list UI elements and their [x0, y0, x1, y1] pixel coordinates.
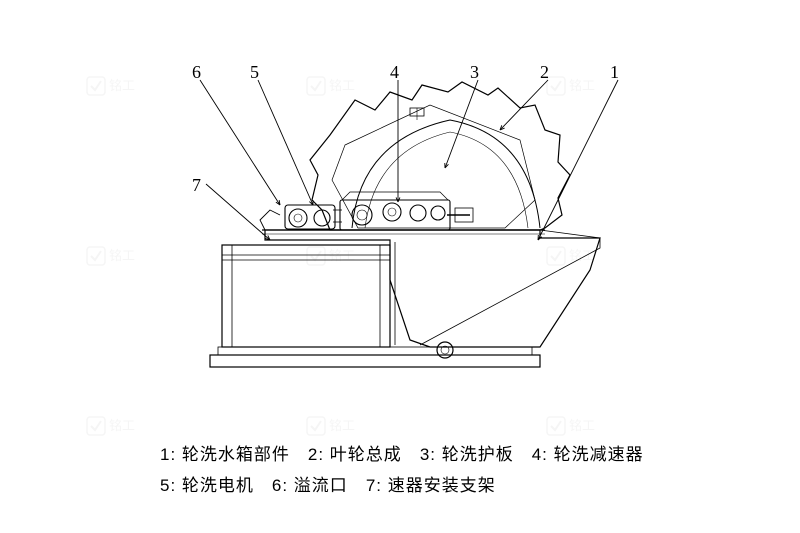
legend-item-5: 5: 轮洗电机 — [160, 471, 254, 502]
technical-diagram — [0, 0, 800, 400]
watermark: 铭工 — [85, 415, 135, 437]
callout-line-5 — [258, 80, 313, 205]
watermark: 铭工 — [545, 415, 595, 437]
legend-item-3: 3: 轮洗护板 — [420, 440, 514, 471]
legend-item-2: 2: 叶轮总成 — [308, 440, 402, 471]
legend-item-4: 4: 轮洗减速器 — [532, 440, 644, 471]
legend-item-6: 6: 溢流口 — [272, 471, 348, 502]
callout-line-1 — [538, 80, 618, 240]
callout-number-3: 3 — [470, 62, 479, 83]
water-tank-body — [265, 230, 600, 347]
legend-item-7: 7: 速器安装支架 — [366, 471, 496, 502]
callout-number-4: 4 — [390, 62, 399, 83]
callout-line-2 — [500, 80, 548, 130]
motor — [285, 205, 342, 229]
base-plate — [210, 355, 540, 367]
callout-number-7: 7 — [192, 175, 201, 196]
overflow-port — [260, 210, 280, 230]
reducer — [340, 192, 450, 230]
guard-plate — [352, 120, 540, 228]
callout-number-2: 2 — [540, 62, 549, 83]
callout-number-5: 5 — [250, 62, 259, 83]
watermark: 铭工 — [305, 415, 355, 437]
legend-item-1: 1: 轮洗水箱部件 — [160, 440, 290, 471]
impeller-wheel — [310, 82, 570, 230]
callout-line-3 — [445, 80, 478, 168]
drain-port — [437, 342, 453, 358]
callout-number-1: 1 — [610, 62, 619, 83]
parts-legend: 1: 轮洗水箱部件 2: 叶轮总成 3: 轮洗护板 4: 轮洗减速器 5: 轮洗电机 6… — [160, 440, 700, 501]
callout-number-6: 6 — [192, 62, 201, 83]
callout-line-6 — [200, 80, 280, 205]
callout-line-7 — [206, 184, 270, 240]
